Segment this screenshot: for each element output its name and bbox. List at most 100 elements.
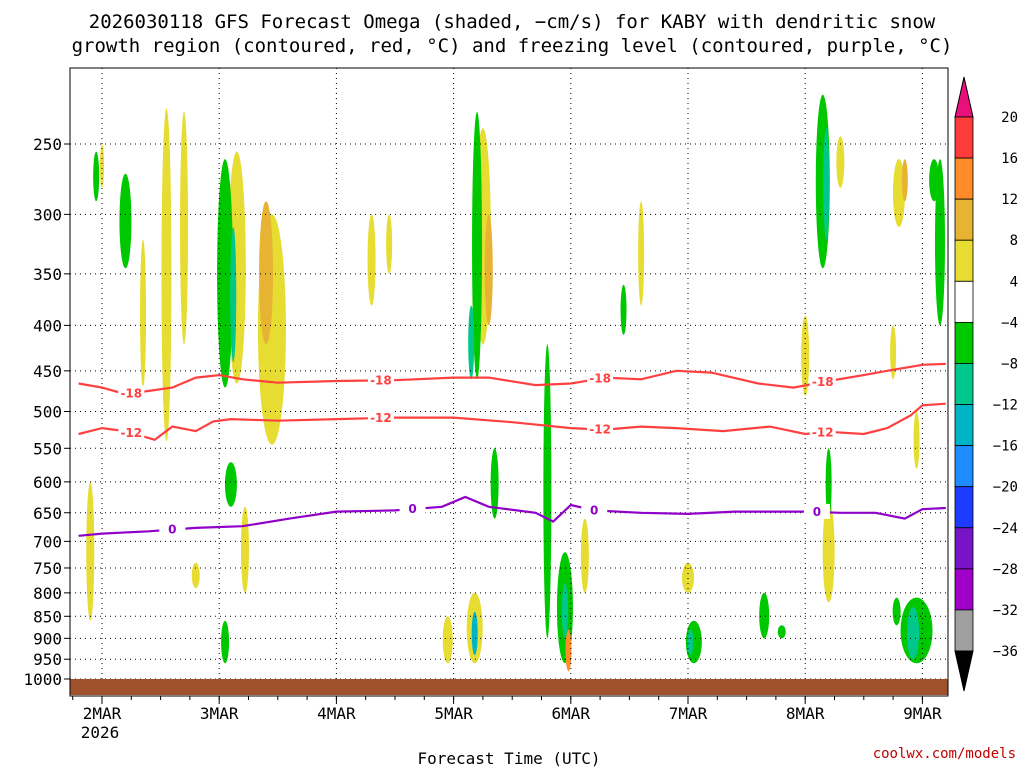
contour-label: -18 [120,386,142,400]
x-axis-title: Forecast Time (UTC) [417,749,600,768]
colorbar-label: −20 [993,480,1018,496]
contour-label: -12 [120,426,142,440]
x-tick-label: 5MAR [434,704,473,723]
colorbar-box [954,198,974,241]
omega-blob [490,448,499,519]
contour-line [78,402,946,442]
omega-blob [565,629,572,672]
contour-label-bg [367,372,394,388]
contour-label: -18 [370,373,392,387]
x-tick-label: 9MAR [903,704,942,723]
colorbar-label: −36 [993,644,1018,660]
colorbar-label: −4 [1001,315,1018,331]
omega-blob [468,305,475,380]
omega-blob [907,607,920,660]
omega-blob [367,214,376,306]
contour-label-bg [159,521,186,537]
x-year-label: 2026 [81,723,120,742]
colorbar-top-arrow [954,76,974,118]
colorbar-label: −16 [993,439,1018,455]
omega-blob [100,144,104,188]
omega-blob [777,625,786,639]
contour-label: -18 [812,375,834,389]
contour-label-bg [587,370,614,386]
contour-label: 0 [408,502,416,516]
y-tick-label: 900 [33,629,62,648]
omega-blob [472,111,483,380]
omega-blob [822,500,835,603]
y-axis: 250 300 350 400 450 500 550 600 650 700 750 800 850 9… [23,135,70,689]
omega-blob [161,108,172,442]
omega-blob [259,201,274,345]
omega-blob [892,597,901,626]
y-tick-label: 850 [33,607,62,626]
omega-blob [901,159,908,202]
omega-blob [86,481,95,621]
contour-label: -12 [812,425,834,439]
colorbar-label: 12 [1001,192,1018,208]
x-tick-label: 3MAR [200,704,239,723]
x-tick-label: 4MAR [317,704,356,723]
contour-label: 0 [590,503,598,517]
colorbar-label: −32 [993,603,1018,619]
y-tick-label: 800 [33,584,62,603]
y-tick-label: 600 [33,473,62,492]
y-tick-label: 650 [33,504,62,523]
omega-blob [180,111,189,345]
colorbar-box [954,568,974,611]
contour-label-bg [587,421,614,437]
chart-title-line2: growth region (contoured, red, °C) and f… [72,35,953,57]
omega-blob [620,284,627,335]
y-tick-label: 700 [33,532,62,551]
omega-blob [221,620,230,664]
omega-blob [543,344,552,639]
omega-blob [683,562,693,593]
colorbar-box [954,486,974,529]
x-tick-label: 8MAR [786,704,825,723]
colorbar-box [954,280,974,323]
colorbar-label: 4 [1010,274,1018,290]
x-axis: 2MAR 3MAR 4MAR 5MAR 6MAR 7MAR 8MAR 9MAR [72,696,942,723]
omega-blob [191,562,200,589]
ground-surface [70,679,948,695]
y-tick-label: 250 [33,135,62,154]
colorbar-box [954,609,974,652]
y-tick-label: 400 [33,316,62,335]
colorbar-box [954,363,974,405]
omega-blob [140,239,147,388]
x-tick-label: 7MAR [669,704,708,723]
y-tick-label: 300 [33,205,62,224]
colorbar-box [954,321,974,364]
omega-blob [230,227,237,363]
y-tick-label: 950 [33,650,62,669]
contour-label-bg [367,409,394,425]
colorbar-label: 20 [1001,110,1018,126]
omega-blob [119,173,132,269]
colorbar: 20 16 12 8 4 −4 −8 −12 −16 −20 −24 −28 −32 −36 [954,76,1018,692]
colorbar-label: 8 [1010,233,1018,249]
omega-blob [638,201,645,306]
omega-blob [823,128,830,240]
contour-label-bg [399,501,426,517]
omega-blob [484,214,493,326]
contour-label-bg [809,424,836,440]
omega-blob [825,448,832,519]
y-tick-label: 1000 [23,670,62,689]
contour-label: -12 [589,422,611,436]
omega-blob [386,214,393,274]
omega-blob [471,611,478,656]
omega-blob [759,592,770,639]
omega-blob [687,629,694,656]
y-tick-label: 500 [33,403,62,422]
colorbar-label: −8 [1001,356,1018,372]
colorbar-box [954,527,974,570]
colorbar-label: −24 [993,521,1018,537]
omega-blob [561,583,568,639]
chart-title-line1: 2026030118 GFS Forecast Omega (shaded, −… [89,11,936,33]
omega-blob [913,411,920,469]
y-tick-label: 350 [33,265,62,284]
contour-line [78,495,946,537]
colorbar-box [954,239,974,282]
contour-label: -12 [370,411,392,425]
